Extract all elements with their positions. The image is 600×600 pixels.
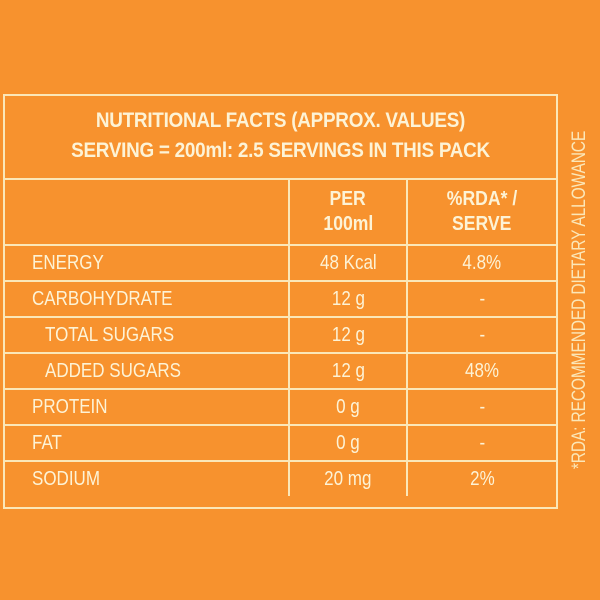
nutrient-name: TOTAL SUGARS bbox=[5, 316, 290, 354]
per-100ml-value-text: 0 g bbox=[336, 395, 360, 418]
nutrient-name-text: SODIUM bbox=[32, 467, 100, 490]
nutrient-name-text: CARBOHYDRATE bbox=[32, 287, 173, 310]
nutrient-name-text: FAT bbox=[32, 431, 62, 454]
rda-per-serve-value-text: 2% bbox=[469, 467, 495, 490]
rda-per-serve-value: - bbox=[406, 316, 556, 354]
per-100ml-value-text: 12 g bbox=[331, 323, 365, 346]
rda-per-serve-value: 4.8% bbox=[406, 244, 556, 282]
table-row: PROTEIN 0 g - bbox=[5, 388, 556, 426]
nutrient-name-text: ADDED SUGARS bbox=[45, 359, 182, 382]
table-row: ENERGY 48 Kcal 4.8% bbox=[5, 244, 556, 282]
rda-per-serve-value-text: - bbox=[479, 287, 485, 310]
rda-per-serve-value: - bbox=[406, 388, 556, 426]
nutrient-name: ENERGY bbox=[5, 244, 290, 282]
per-100ml-value: 20 mg bbox=[288, 460, 408, 496]
table-row: FAT 0 g - bbox=[5, 424, 556, 462]
per-100ml-value: 12 g bbox=[288, 280, 408, 318]
nutrient-name-text: TOTAL SUGARS bbox=[45, 323, 175, 346]
per-100ml-value: 48 Kcal bbox=[288, 244, 408, 282]
nutrient-name: PROTEIN bbox=[5, 388, 290, 426]
header-rda-per-serve: %RDA* / SERVE bbox=[406, 178, 556, 245]
nutrition-facts-panel: NUTRITIONAL FACTS (APPROX. VALUES) SERVI… bbox=[3, 94, 558, 509]
header-rda-line1: %RDA* / bbox=[446, 188, 518, 210]
rda-per-serve-value-text: 4.8% bbox=[462, 251, 502, 274]
per-100ml-value-text: 0 g bbox=[336, 431, 360, 454]
nutrition-table: PER 100ml %RDA* / SERVE ENERGY 48 Kcal 4.8… bbox=[5, 178, 556, 496]
table-row: ADDED SUGARS 12 g 48% bbox=[5, 352, 556, 390]
per-100ml-value: 0 g bbox=[288, 424, 408, 462]
header-per-100ml: PER 100ml bbox=[288, 178, 408, 245]
table-row: TOTAL SUGARS 12 g - bbox=[5, 316, 556, 354]
rda-footnote-text: *RDA: RECOMMENDED DIETARY ALLOWANCE bbox=[569, 130, 590, 470]
nutrient-name: FAT bbox=[5, 424, 290, 462]
rda-footnote: *RDA: RECOMMENDED DIETARY ALLOWANCE bbox=[569, 94, 591, 507]
nutrient-name: CARBOHYDRATE bbox=[5, 280, 290, 318]
nutrition-title: NUTRITIONAL FACTS (APPROX. VALUES) SERVI… bbox=[5, 96, 556, 178]
per-100ml-value-text: 12 g bbox=[331, 359, 365, 382]
table-row: CARBOHYDRATE 12 g - bbox=[5, 280, 556, 318]
rda-per-serve-value: - bbox=[406, 424, 556, 462]
rda-per-serve-value-text: - bbox=[479, 323, 485, 346]
rda-per-serve-value: 48% bbox=[406, 352, 556, 390]
nutrient-name-text: PROTEIN bbox=[32, 395, 108, 418]
per-100ml-value-text: 12 g bbox=[331, 287, 365, 310]
per-100ml-value: 12 g bbox=[288, 316, 408, 354]
nutrient-name-text: ENERGY bbox=[32, 251, 104, 274]
rda-per-serve-value-text: - bbox=[479, 395, 485, 418]
per-100ml-value: 12 g bbox=[288, 352, 408, 390]
title-line-1: NUTRITIONAL FACTS (APPROX. VALUES) bbox=[95, 109, 466, 132]
rda-per-serve-value-text: 48% bbox=[464, 359, 500, 382]
per-100ml-value: 0 g bbox=[288, 388, 408, 426]
rda-per-serve-value: 2% bbox=[406, 460, 556, 496]
table-header-row: PER 100ml %RDA* / SERVE bbox=[5, 178, 556, 245]
serving-info-line: SERVING = 200ml: 2.5 SERVINGS IN THIS PA… bbox=[71, 139, 490, 162]
header-nutrient bbox=[5, 178, 290, 245]
rda-per-serve-value: - bbox=[406, 280, 556, 318]
table-row: SODIUM 20 mg 2% bbox=[5, 460, 556, 496]
nutrient-name: ADDED SUGARS bbox=[5, 352, 290, 390]
header-rda-line2: SERVE bbox=[452, 213, 512, 235]
per-100ml-value-text: 48 Kcal bbox=[319, 251, 377, 274]
header-per-100ml-line2: 100ml bbox=[323, 213, 373, 235]
rda-per-serve-value-text: - bbox=[479, 431, 485, 454]
per-100ml-value-text: 20 mg bbox=[324, 467, 372, 490]
nutrient-name: SODIUM bbox=[5, 460, 290, 496]
header-per-100ml-line1: PER bbox=[329, 188, 367, 210]
